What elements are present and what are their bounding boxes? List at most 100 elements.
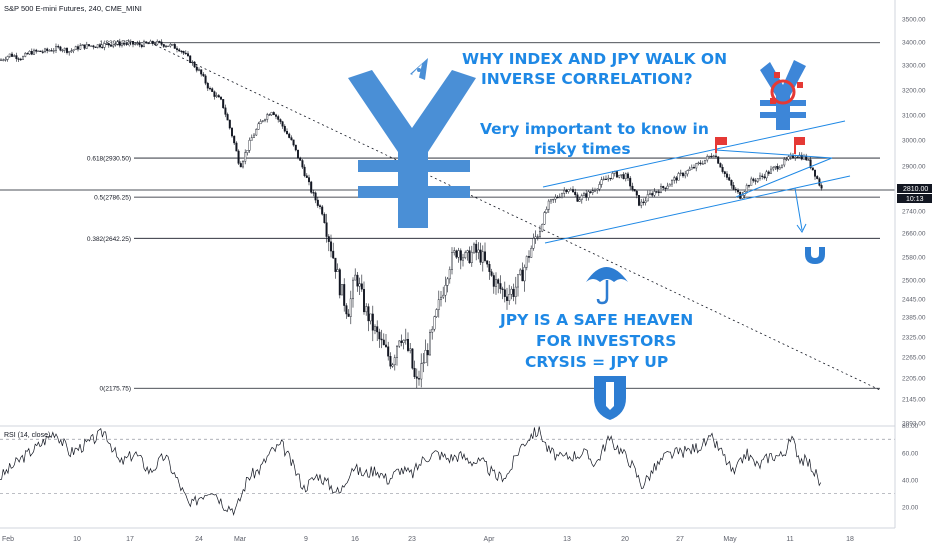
candle-body — [301, 160, 304, 168]
candle-body — [459, 250, 462, 261]
rsi-pane[interactable]: 20.00 40.00 60.00 80.00 — [0, 423, 919, 517]
candle-body — [352, 279, 355, 300]
candle-body — [596, 188, 599, 191]
price-axis-tick: 3400.00 — [902, 40, 926, 47]
time-axis-tick: 18 — [846, 536, 854, 543]
candle-body — [565, 190, 568, 192]
channel-lower-line[interactable] — [544, 175, 851, 244]
candle-body — [136, 43, 139, 45]
candle-body — [750, 178, 753, 186]
candle-body — [65, 48, 68, 53]
candle-body — [200, 69, 203, 75]
candle-body — [589, 191, 592, 193]
candle-body — [167, 45, 170, 48]
candle-body — [517, 274, 520, 288]
candle-body — [369, 313, 372, 322]
candle-body — [783, 158, 786, 166]
drawings-layer[interactable] — [154, 44, 881, 391]
candle-body — [407, 339, 410, 351]
candle-body — [563, 190, 566, 194]
candle-body — [697, 162, 700, 164]
channel-upper-line[interactable] — [542, 120, 846, 188]
candle-body — [175, 48, 178, 50]
candle-body — [468, 250, 471, 264]
price-axis[interactable]: 3500.00 3400.00 3300.00 3200.00 3100.00 3000.… — [902, 17, 926, 428]
candle-body — [473, 243, 476, 253]
projection-arrow[interactable] — [794, 187, 803, 231]
candle-body — [61, 49, 64, 52]
candle-body — [332, 250, 335, 259]
candle-body — [224, 107, 227, 115]
candle-body — [737, 189, 740, 193]
umbrella-icon — [586, 267, 628, 305]
time-axis-tick: 11 — [786, 536, 793, 543]
candle-body — [363, 289, 366, 313]
candle-body — [208, 88, 211, 90]
candle-body — [816, 176, 819, 179]
wedge-lower-line[interactable] — [735, 157, 833, 198]
candle-body — [13, 55, 16, 57]
candle-body — [748, 185, 751, 187]
candle-body — [343, 284, 346, 306]
candle-body — [79, 45, 82, 50]
candle-body — [305, 175, 308, 178]
candle-body — [204, 75, 207, 84]
candle-body — [673, 177, 676, 181]
candle-body — [138, 43, 141, 46]
candle-body — [600, 179, 603, 185]
candle-body — [435, 309, 438, 317]
price-pane[interactable]: 1(3396.75)0.618(2930.50)0.5(2786.25)0.38… — [0, 38, 895, 393]
candle-body — [279, 119, 282, 122]
candle-body — [338, 269, 341, 296]
candle-body — [266, 114, 269, 120]
safe-line-3: CRYSIS = JPY UP — [525, 353, 668, 371]
price-axis-tick: 2093.00 — [902, 421, 926, 428]
candle-body — [374, 326, 377, 331]
candle-body — [87, 44, 90, 47]
yen-rocket-icon — [348, 58, 476, 228]
candle-body — [294, 144, 297, 151]
candle-body — [609, 177, 612, 180]
candle-body — [109, 44, 112, 47]
candle-body — [660, 186, 663, 194]
candle-body — [325, 222, 328, 237]
candle-body — [264, 119, 267, 121]
candle-body — [704, 159, 707, 164]
candle-body — [72, 49, 75, 51]
candle-body — [607, 177, 610, 180]
price-axis-tick: 2900.00 — [902, 164, 926, 171]
time-axis[interactable]: Feb 10 17 24 Mar 9 16 23 Apr 13 20 27 May 11 18 — [2, 536, 854, 543]
candle-body — [55, 46, 58, 51]
candle-body — [646, 194, 649, 202]
candle-body — [404, 339, 407, 341]
candle-body — [250, 137, 253, 141]
candle-body — [464, 252, 467, 259]
candle-body — [283, 126, 286, 132]
candle-body — [787, 156, 790, 160]
candle-body — [48, 50, 51, 52]
candle-body — [446, 278, 449, 286]
candle-body — [616, 171, 619, 178]
candle-body — [752, 178, 755, 181]
candle-body — [677, 173, 680, 181]
candle-body — [631, 185, 634, 190]
candle-body — [341, 284, 344, 296]
candle-body — [710, 155, 713, 158]
candle-body — [171, 44, 174, 46]
wedge-upper-line[interactable] — [715, 149, 833, 159]
candle-body — [635, 190, 638, 196]
price-axis-tick: 2445.00 — [902, 297, 926, 304]
rsi-axis-tick: 80.00 — [902, 423, 919, 430]
time-axis-tick: 27 — [676, 536, 684, 543]
dashed-trendline[interactable] — [154, 44, 881, 391]
candle-body — [486, 260, 489, 265]
candle-body — [356, 274, 359, 287]
candle-body — [796, 156, 799, 159]
candle-body — [541, 224, 544, 232]
candle-body — [85, 44, 88, 49]
candle-body — [556, 196, 559, 199]
candle-body — [26, 53, 29, 55]
candle-body — [147, 42, 150, 45]
candle-body — [153, 43, 156, 45]
candle-body — [693, 166, 696, 169]
